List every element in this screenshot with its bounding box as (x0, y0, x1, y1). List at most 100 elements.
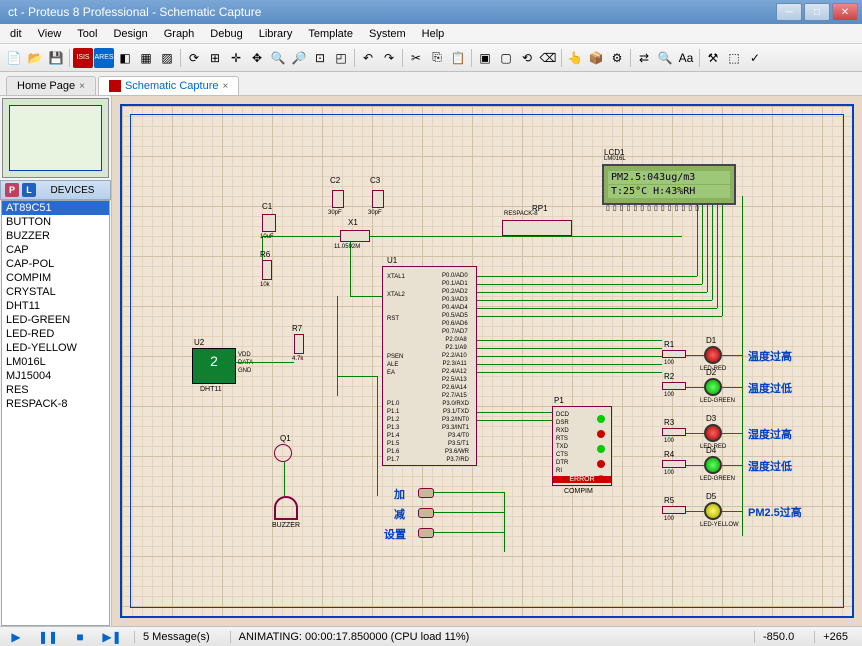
device-item[interactable]: RES (2, 383, 109, 397)
close-button[interactable]: ✕ (832, 3, 858, 21)
decompose-icon[interactable]: ⚙ (607, 48, 627, 68)
zoom-out-icon[interactable]: 🔎 (289, 48, 309, 68)
component-c2[interactable] (332, 190, 344, 208)
menu-edit[interactable]: dit (2, 26, 30, 42)
component-q1[interactable] (274, 444, 292, 462)
led-d1[interactable] (704, 346, 722, 364)
menu-view[interactable]: View (30, 26, 70, 42)
zoom-in-icon[interactable]: 🔍 (268, 48, 288, 68)
pan-icon[interactable]: ✥ (247, 48, 267, 68)
save-icon[interactable]: 💾 (46, 48, 66, 68)
tab-schematic[interactable]: Schematic Capture × (98, 76, 239, 95)
device-item[interactable]: RESPACK-8 (2, 397, 109, 411)
tab-home[interactable]: Home Page × (6, 76, 96, 95)
ares-icon[interactable]: ARES (94, 48, 114, 68)
p-badge[interactable]: P (5, 183, 19, 197)
redo-icon[interactable]: ↷ (379, 48, 399, 68)
block-delete-icon[interactable]: ⌫ (538, 48, 558, 68)
undo-icon[interactable]: ↶ (358, 48, 378, 68)
overview-pane[interactable] (2, 98, 109, 178)
component-x1[interactable] (340, 230, 370, 242)
component-r5[interactable] (662, 506, 686, 514)
component-lcd[interactable]: PM2.5:043ug/m3 T:25°C H:43%RH (602, 164, 736, 205)
cut-icon[interactable]: ✂ (406, 48, 426, 68)
tab-schematic-close-icon[interactable]: × (222, 81, 228, 92)
component-rp1[interactable] (502, 220, 572, 236)
device-item[interactable]: CRYSTAL (2, 285, 109, 299)
component-c1[interactable] (262, 214, 276, 232)
package-icon[interactable]: 📦 (586, 48, 606, 68)
device-item[interactable]: MJ15004 (2, 369, 109, 383)
device-item[interactable]: LM016L (2, 355, 109, 369)
l-badge[interactable]: L (22, 183, 36, 197)
button-set[interactable] (418, 528, 434, 538)
block-move-icon[interactable]: ▢ (496, 48, 516, 68)
bom-icon[interactable]: ▦ (136, 48, 156, 68)
new-icon[interactable]: 📄 (4, 48, 24, 68)
menu-template[interactable]: Template (300, 26, 361, 42)
led-d3[interactable] (704, 424, 722, 442)
device-item[interactable]: CAP (2, 243, 109, 257)
erc-icon[interactable]: ✓ (745, 48, 765, 68)
property-icon[interactable]: Aa (676, 48, 696, 68)
step-button[interactable]: ▶❚ (102, 629, 122, 645)
menu-tool[interactable]: Tool (69, 26, 105, 42)
component-compim[interactable]: DCDDSRRXDRTSTXDCTSDTRRI ERROR (552, 406, 612, 486)
device-item[interactable]: CAP-POL (2, 257, 109, 271)
block-copy-icon[interactable]: ▣ (475, 48, 495, 68)
component-r2[interactable] (662, 382, 686, 390)
device-item[interactable]: AT89C51 (2, 201, 109, 215)
menu-system[interactable]: System (361, 26, 414, 42)
search-icon[interactable]: 🔍 (655, 48, 675, 68)
stop-button[interactable]: ■ (70, 629, 90, 645)
component-c3[interactable] (372, 190, 384, 208)
devices-list[interactable]: AT89C51BUTTONBUZZERCAPCAP-POLCOMPIMCRYST… (1, 200, 110, 626)
compile-icon[interactable]: ⚒ (703, 48, 723, 68)
menu-graph[interactable]: Graph (156, 26, 203, 42)
paste-icon[interactable]: 📋 (448, 48, 468, 68)
origin-icon[interactable]: ✛ (226, 48, 246, 68)
led-d5[interactable] (704, 502, 722, 520)
messages-count[interactable]: 5 Message(s) (134, 631, 218, 643)
pick-icon[interactable]: 👆 (565, 48, 585, 68)
tab-home-close-icon[interactable]: × (79, 81, 85, 92)
led-d4[interactable] (704, 456, 722, 474)
3d-icon[interactable]: ◧ (115, 48, 135, 68)
component-r7[interactable] (294, 334, 304, 354)
menu-library[interactable]: Library (251, 26, 301, 42)
device-item[interactable]: LED-YELLOW (2, 341, 109, 355)
button-sub[interactable] (418, 508, 434, 518)
device-item[interactable]: LED-RED (2, 327, 109, 341)
device-item[interactable]: BUZZER (2, 229, 109, 243)
grid-icon[interactable]: ⊞ (205, 48, 225, 68)
redraw-icon[interactable]: ⟳ (184, 48, 204, 68)
component-r1[interactable] (662, 350, 686, 358)
chart-icon[interactable]: ▨ (157, 48, 177, 68)
isis-icon[interactable]: ISIS (73, 48, 93, 68)
pause-button[interactable]: ❚❚ (38, 629, 58, 645)
device-item[interactable]: COMPIM (2, 271, 109, 285)
menu-design[interactable]: Design (105, 26, 155, 42)
device-item[interactable]: DHT11 (2, 299, 109, 313)
button-add[interactable] (418, 488, 434, 498)
menu-help[interactable]: Help (414, 26, 453, 42)
zoom-area-icon[interactable]: ◰ (331, 48, 351, 68)
component-buzzer[interactable] (274, 496, 298, 520)
zoom-all-icon[interactable]: ⊡ (310, 48, 330, 68)
schematic-canvas[interactable]: U1 XTAL1 XTAL2 RST PSEN ALE EA P1.0P1.1P… (112, 96, 862, 626)
wire-autorouter-icon[interactable]: ⇄ (634, 48, 654, 68)
component-dht11[interactable]: 2 (192, 348, 236, 384)
maximize-button[interactable]: □ (804, 3, 830, 21)
play-button[interactable]: ▶ (6, 629, 26, 645)
open-icon[interactable]: 📂 (25, 48, 45, 68)
copy-icon[interactable]: ⎘ (427, 48, 447, 68)
menu-debug[interactable]: Debug (202, 26, 250, 42)
led-d2[interactable] (704, 378, 722, 396)
device-item[interactable]: BUTTON (2, 215, 109, 229)
device-item[interactable]: LED-GREEN (2, 313, 109, 327)
netlist-icon[interactable]: ⬚ (724, 48, 744, 68)
component-r6[interactable] (262, 260, 272, 280)
component-r4[interactable] (662, 460, 686, 468)
block-rotate-icon[interactable]: ⟲ (517, 48, 537, 68)
component-r3[interactable] (662, 428, 686, 436)
